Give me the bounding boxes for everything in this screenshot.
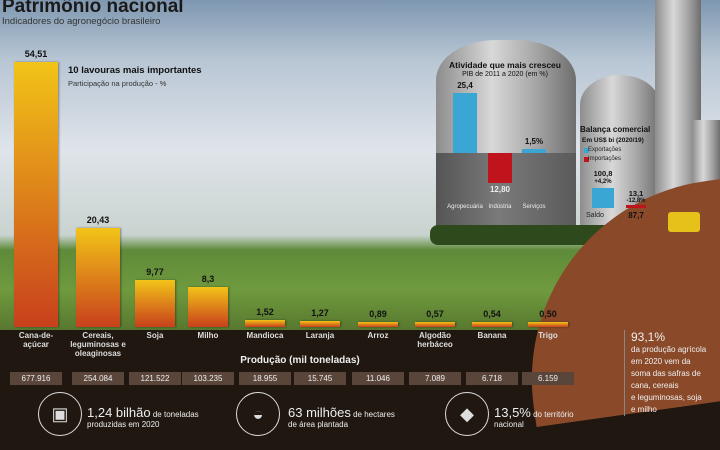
production-value: 15.745: [294, 372, 346, 385]
trade-bar: [592, 188, 614, 208]
production-title: Produção (mil toneladas): [240, 355, 360, 366]
side-line: e milho: [631, 405, 657, 414]
balance-value: 87,7: [628, 211, 644, 220]
side-line: da produção agrícola: [631, 345, 707, 354]
tractor-icon: [668, 212, 700, 232]
gdp-category-label: Agropecuária: [447, 204, 483, 210]
gdp-value-label: 25,4: [457, 81, 473, 90]
production-value: 103.235: [182, 372, 234, 385]
background-scene: [0, 0, 720, 428]
side-line: cana, cereais: [631, 381, 679, 390]
balance-label: Saldo: [586, 212, 604, 219]
bar-value-label: 54,51: [24, 49, 48, 59]
crop-bar: [528, 322, 568, 327]
bar-value-label: 0,89: [369, 309, 387, 319]
category-label: Cana-de-açúcar: [18, 331, 54, 349]
category-label: Cereais, leguminosas e oleaginosas: [70, 331, 126, 358]
production-value: 6.159: [522, 372, 574, 385]
category-label: Arroz: [367, 331, 389, 340]
stat-text: de toneladas: [150, 410, 199, 419]
gdp-category-label: Indústria: [488, 204, 512, 210]
gdp-bar: [453, 93, 477, 153]
gdp-bar: [488, 153, 512, 184]
bar-value-label: 20,43: [86, 214, 110, 225]
crop-bar: [188, 286, 228, 327]
stat-text: de hectares: [350, 410, 395, 419]
trade-chart-subtitle: Em US$ bi (2020/19): [582, 137, 644, 144]
bar-value-label: 8,3: [201, 273, 215, 284]
legend-swatch: [584, 148, 589, 153]
crop-bar: [415, 322, 455, 327]
gdp-value-label: 12,80: [489, 185, 511, 195]
stat-big: 1,24 bilhão: [87, 405, 151, 420]
production-value: 677.916: [10, 372, 62, 385]
trade-change-label: -12,8%: [626, 198, 646, 204]
production-value: 11.046: [352, 372, 404, 385]
farm-field-icon: ◒: [236, 392, 280, 436]
crop-bar: [358, 322, 398, 327]
bar-value-label: 0,57: [426, 309, 444, 319]
category-label: Soja: [146, 331, 164, 340]
page-title: Patrimônio nacional: [2, 0, 184, 17]
page-subtitle: Indicadores do agronegócio brasileiro: [2, 16, 161, 27]
category-label: Banana: [477, 331, 507, 340]
crop-bar: [135, 279, 175, 327]
bar-value-label: 9,77: [146, 266, 164, 277]
production-value: 121.522: [129, 372, 181, 385]
side-line: soma das safras de: [631, 369, 701, 378]
legend-swatch: [584, 157, 589, 162]
stat-text: do território: [530, 410, 574, 419]
chart-subtitle: Participação na produção - %: [68, 79, 167, 88]
production-value: 18.955: [239, 372, 291, 385]
crop-bar: [472, 322, 512, 327]
stat-text: produzidas em 2020: [87, 420, 160, 429]
bar-value-label: 0,54: [483, 309, 501, 319]
gdp-category-label: Serviços: [522, 204, 546, 210]
stat-big: 13,5%: [494, 405, 531, 420]
brazil-map-icon: ◆: [445, 392, 489, 436]
trade-chart-title: Balança comercial: [580, 125, 651, 134]
category-label: Laranja: [305, 331, 335, 340]
gdp-chart-title: Atividade que mais cresceu: [449, 60, 561, 70]
stat-text: de área plantada: [288, 420, 349, 429]
trade-change-label: +4,2%: [594, 179, 612, 185]
category-label: Milho: [197, 331, 219, 340]
production-value: 254.084: [72, 372, 124, 385]
production-value: 7.089: [409, 372, 461, 385]
grain-sack-icon: ▣: [38, 392, 82, 436]
gdp-bar: [522, 149, 546, 153]
gdp-value-label: 1,5%: [524, 137, 544, 147]
crop-bar: [14, 62, 58, 327]
trade-bar: [626, 205, 646, 208]
category-label: Trigo: [538, 331, 558, 340]
legend-label: Importações: [588, 156, 622, 162]
side-big: 93,1%: [631, 330, 666, 344]
side-line: e leguminosas, soja: [631, 393, 702, 402]
production-value: 6.718: [466, 372, 518, 385]
bar-value-label: 1,52: [256, 306, 274, 317]
bar-value-label: 0,50: [539, 309, 557, 319]
category-label: Algodão herbáceo: [417, 331, 453, 349]
side-note: 93,1% da produção agrícola em 2020 vem d…: [624, 330, 706, 416]
category-label: Mandioca: [246, 331, 284, 340]
bar-value-label: 1,27: [311, 307, 329, 318]
stat-big: 63 milhões: [288, 405, 351, 420]
stat-text: nacional: [494, 420, 524, 429]
legend-label: Exportações: [588, 147, 622, 153]
crop-bar: [245, 319, 285, 327]
chart-title: 10 lavouras mais importantes: [68, 65, 202, 76]
side-line: em 2020 vem da: [631, 357, 691, 366]
crop-bar: [76, 227, 120, 327]
trade-value-label: 13,1: [628, 189, 644, 198]
gdp-chart-subtitle: PIB de 2011 a 2020 (em %): [462, 71, 548, 78]
crop-bar: [300, 320, 340, 327]
trade-value-label: 100,8: [593, 169, 613, 178]
